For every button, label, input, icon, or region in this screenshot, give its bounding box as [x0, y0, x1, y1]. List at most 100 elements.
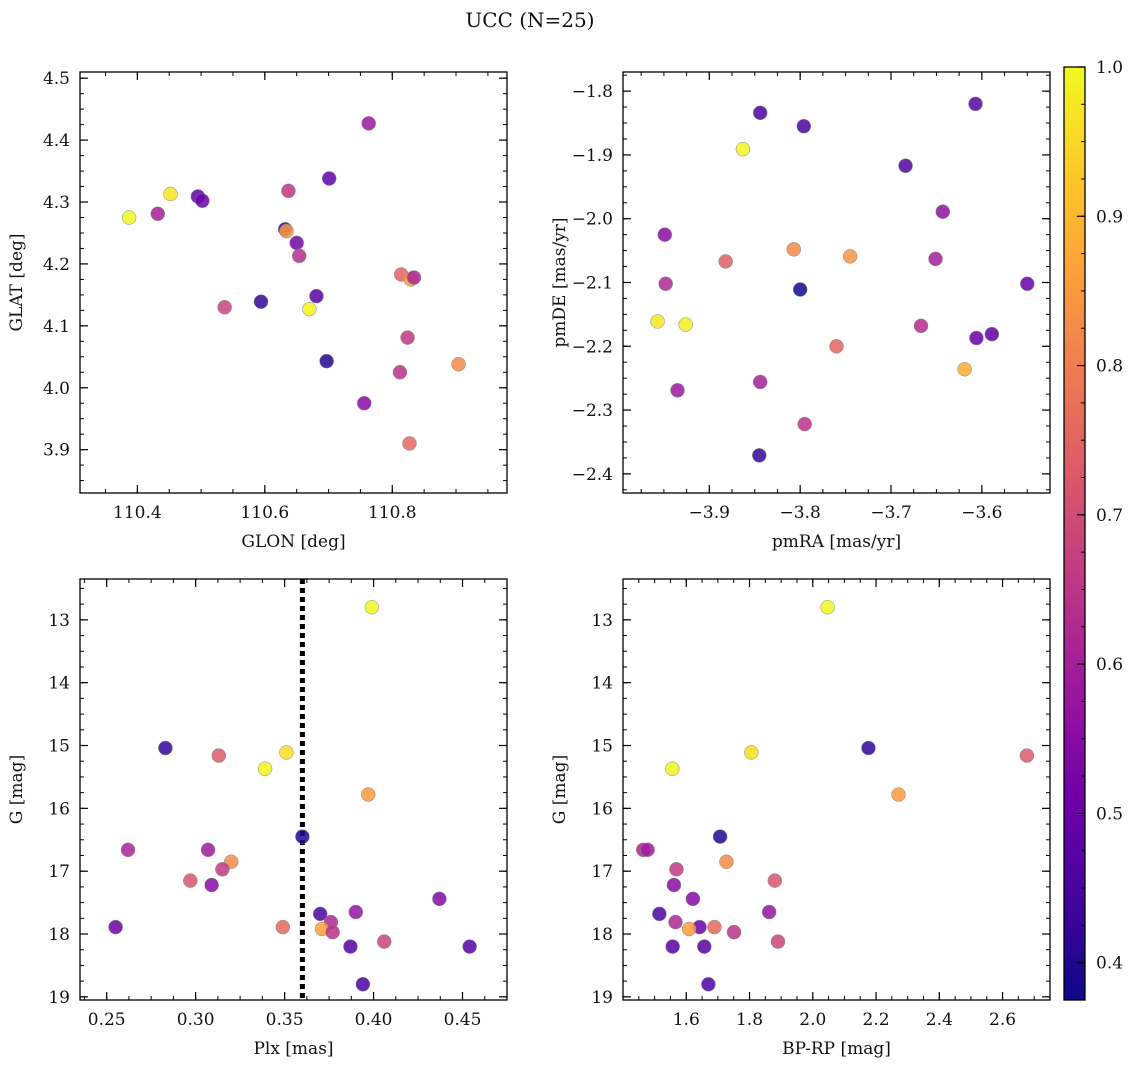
- scatter-point: [150, 206, 166, 222]
- scatter-point: [820, 600, 835, 615]
- scatter-point: [121, 210, 137, 225]
- colorbar-tick-label: 0.6: [1096, 655, 1123, 675]
- scatter-point: [356, 395, 372, 411]
- y-tick-label: 4.4: [43, 131, 70, 151]
- axes-frame: [622, 71, 1051, 494]
- scatter-points: [635, 600, 1035, 992]
- colorbar: 0.4 0.5 0.6 0.7 0.8 0.9 1.0: [1063, 58, 1123, 1001]
- scatter-point: [658, 276, 673, 292]
- y-tick-label: 16: [591, 799, 613, 819]
- subplot-pmra_pmde: −3.9 −3.8 −3.7 −3.6 −2.4 −2.3 −2.2 −2.1 −2.0 −1.9…: [550, 71, 1051, 552]
- scatter-point: [360, 787, 376, 802]
- scatter-point: [761, 904, 777, 920]
- colorbar-gradient: [1064, 67, 1085, 1000]
- scatter-point: [670, 383, 685, 398]
- scatter-point: [204, 877, 219, 893]
- y-tick-label: 4.5: [43, 69, 70, 89]
- scatter-point: [376, 934, 392, 949]
- scatter-point: [309, 288, 324, 304]
- major-ticks: [623, 72, 1050, 493]
- colorbar-tick-label: 0.4: [1096, 954, 1123, 974]
- scatter-point: [253, 294, 269, 309]
- scatter-point: [158, 740, 173, 756]
- x-tick-label: 110.8: [368, 503, 417, 523]
- scatter-point: [312, 906, 328, 922]
- scatter-point: [364, 600, 380, 615]
- x-tick-label: 110.4: [113, 503, 162, 523]
- scatter-point: [183, 873, 198, 888]
- scatter-point: [343, 939, 358, 954]
- x-tick-label: 2.6: [989, 1010, 1016, 1030]
- x-tick-label: 1.8: [736, 1010, 763, 1030]
- y-tick-label: 15: [48, 737, 70, 757]
- scatter-point: [752, 374, 768, 390]
- scatter-point: [969, 330, 984, 346]
- scatter-point: [842, 249, 858, 264]
- scatter-point: [120, 842, 136, 858]
- scatter-point: [163, 186, 178, 202]
- y-tick-label: 15: [591, 737, 613, 757]
- scatter-point: [289, 235, 304, 251]
- x-tick-label: 110.6: [240, 503, 289, 523]
- y-tick-label: 14: [591, 674, 613, 694]
- colorbar-frame: [1063, 66, 1086, 1001]
- scatter-point: [792, 282, 808, 297]
- scatter-point: [735, 141, 751, 157]
- scatter-point: [665, 761, 680, 777]
- scatter-point: [707, 919, 722, 935]
- x-axis-label: BP-RP [mag]: [782, 1039, 891, 1059]
- scatter-point: [701, 977, 716, 992]
- scatter-point: [211, 748, 227, 763]
- scatter-points: [121, 116, 466, 451]
- axes-frame: [622, 578, 1051, 1001]
- scatter-point: [665, 939, 680, 954]
- x-tick-label: 0.25: [88, 1010, 126, 1030]
- y-tick-label: 4.2: [43, 255, 70, 275]
- scatter-point: [697, 939, 712, 954]
- y-tick-label: −1.8: [572, 82, 613, 102]
- y-tick-label: 13: [48, 611, 70, 631]
- figure-title: UCC (N=25): [465, 8, 594, 32]
- scatter-point: [984, 326, 1000, 342]
- y-axis-label: GLAT [deg]: [7, 233, 27, 331]
- scatter-point: [215, 862, 230, 877]
- scatter-point: [275, 919, 291, 935]
- scatter-point: [770, 934, 786, 949]
- scatter-point: [928, 251, 943, 267]
- y-axis-label: pmDE [mas/yr]: [550, 217, 570, 347]
- y-tick-label: 19: [48, 988, 70, 1008]
- scatter-point: [935, 204, 951, 219]
- y-tick-label: 18: [591, 925, 613, 945]
- scatter-point: [257, 761, 273, 777]
- scatter-point: [302, 301, 317, 317]
- scatter-point: [406, 270, 422, 285]
- scatter-point: [108, 919, 123, 935]
- y-tick-label: −2.0: [572, 210, 613, 230]
- scatter-point: [957, 362, 972, 377]
- x-tick-label: 2.4: [926, 1010, 953, 1030]
- axes-frame: [79, 71, 508, 494]
- x-tick-label: 0.35: [266, 1010, 304, 1030]
- y-tick-label: 19: [591, 988, 613, 1008]
- scatter-point: [786, 242, 802, 257]
- x-tick-label: 0.30: [177, 1010, 215, 1030]
- scatter-point: [451, 356, 466, 372]
- major-ticks: [80, 72, 507, 493]
- x-tick-label: −3.7: [870, 503, 911, 523]
- x-axis-label: GLON [deg]: [241, 532, 345, 552]
- minor-ticks: [623, 72, 1051, 493]
- scatter-point: [752, 448, 767, 463]
- x-axis-label: pmRA [mas/yr]: [772, 532, 901, 552]
- scatter-point: [279, 745, 294, 760]
- y-tick-label: 16: [48, 799, 70, 819]
- subplot-glon_glat: 110.4 110.6 110.8 3.9 4.0 4.1 4.2 4.3 4.4 4.5 GLON…: [7, 69, 508, 552]
- scatter-point: [796, 118, 812, 134]
- minor-ticks: [80, 579, 508, 1000]
- y-tick-label: 3.9: [43, 441, 70, 461]
- minor-ticks: [622, 579, 1051, 1000]
- colorbar-tick-label: 0.5: [1096, 804, 1123, 824]
- x-tick-label: −3.8: [780, 503, 821, 523]
- colorbar-tick-label: 0.9: [1096, 207, 1123, 227]
- scatter-point: [355, 977, 371, 992]
- scatter-point: [650, 314, 665, 329]
